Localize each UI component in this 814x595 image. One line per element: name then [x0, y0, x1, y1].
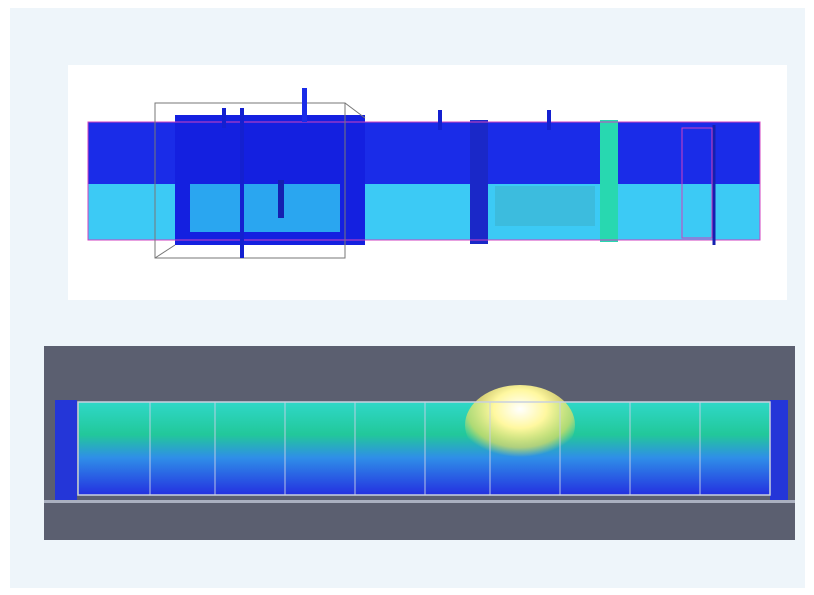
mix-zone [495, 186, 595, 226]
ring-green [600, 120, 618, 242]
probe [278, 180, 284, 218]
probe [438, 110, 442, 130]
thick-section-lower [190, 184, 340, 232]
floor-line [44, 500, 795, 503]
probe [302, 88, 307, 122]
outlet [770, 400, 788, 500]
probe [547, 110, 551, 130]
probe [222, 108, 226, 128]
flow-field [78, 402, 770, 495]
scene [0, 0, 814, 595]
page: (() => { const data = JSON.parse(documen… [0, 0, 814, 595]
probe [240, 108, 244, 258]
hot-plume [465, 385, 575, 465]
inlet [55, 400, 77, 500]
ring [470, 120, 488, 244]
